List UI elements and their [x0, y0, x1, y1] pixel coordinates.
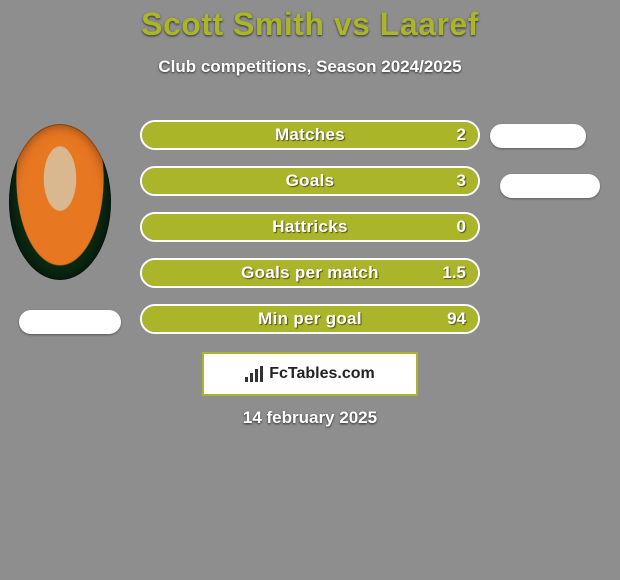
date-label: 14 february 2025	[0, 408, 620, 428]
stat-bar: Hattricks0	[140, 212, 480, 242]
stat-bar-label: Matches	[142, 125, 478, 145]
page-title: Scott Smith vs Laaref	[0, 0, 620, 43]
stat-bar-value: 2	[457, 125, 466, 145]
opponent-pill	[490, 124, 586, 148]
stat-bar-label: Hattricks	[142, 217, 478, 237]
stat-bar-value: 1.5	[442, 263, 466, 283]
player-avatar	[9, 124, 111, 280]
opponent-pill	[500, 174, 600, 198]
bar-chart-icon	[245, 366, 263, 382]
stat-bar-label: Min per goal	[142, 309, 478, 329]
stat-bars: Matches2 Goals3 Hattricks0 Goals per match1…	[140, 120, 480, 350]
stat-bar-label: Goals	[142, 171, 478, 191]
comparison-infographic: Scott Smith vs Laaref Club competitions,…	[0, 0, 620, 580]
stat-bar: Matches2	[140, 120, 480, 150]
stat-bar: Goals3	[140, 166, 480, 196]
page-subtitle: Club competitions, Season 2024/2025	[0, 57, 620, 77]
stat-bar: Min per goal94	[140, 304, 480, 334]
stat-bar-value: 0	[457, 217, 466, 237]
brand-text: FcTables.com	[269, 365, 375, 383]
stat-bar-value: 94	[447, 309, 466, 329]
stat-bar: Goals per match1.5	[140, 258, 480, 288]
avatar-badge-pill	[19, 310, 121, 334]
stat-bar-value: 3	[457, 171, 466, 191]
brand-box: FcTables.com	[202, 352, 418, 396]
stat-bar-label: Goals per match	[142, 263, 478, 283]
